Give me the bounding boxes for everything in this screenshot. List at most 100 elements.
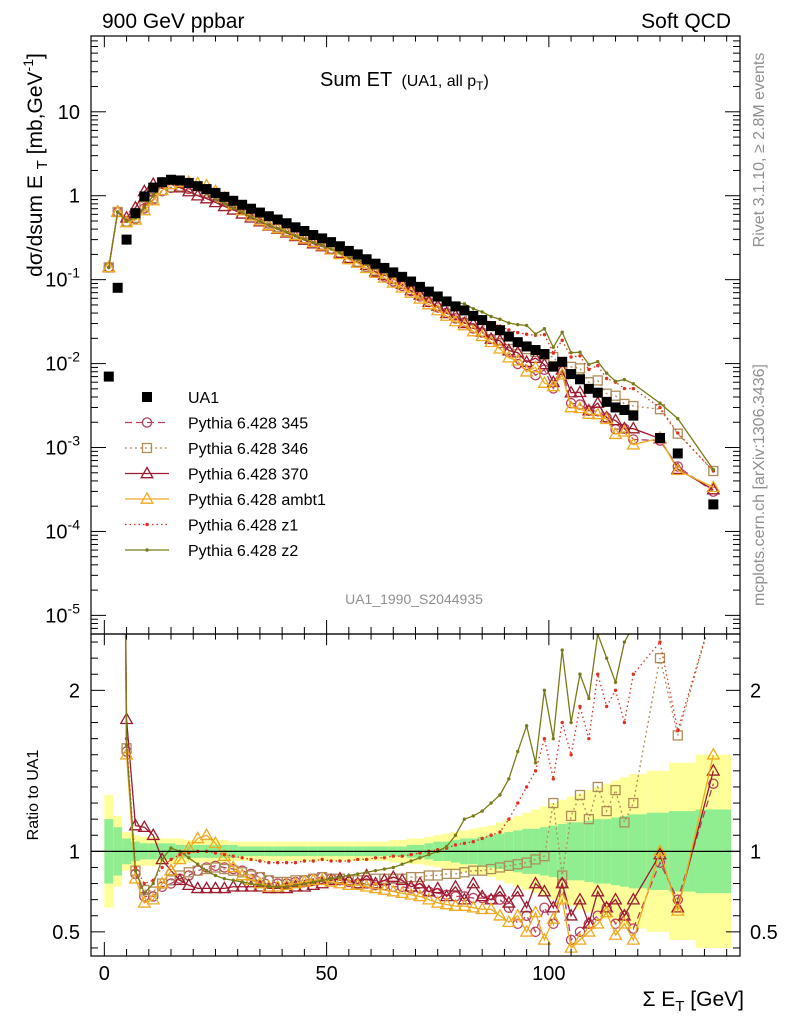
y-tick-label: 10-2 [45,349,80,376]
ratio-point-p370 [501,895,516,908]
ratio-point-z1 [178,852,182,857]
ratio-point-ambt1 [475,901,490,915]
point-p370 [457,316,472,329]
point-data [201,184,212,195]
ratio-point-ambt1 [235,868,250,881]
ratio-point-z2 [542,688,547,693]
xlabel-part: Σ E [642,988,675,1011]
point-z2 [284,230,289,235]
ratio-point-z1 [551,777,556,781]
point-z2 [613,379,618,384]
ratio-point-p370 [528,876,543,889]
ratio-point-z2 [293,883,298,887]
point-data [352,249,363,260]
x-tick-label: 0 [99,963,110,985]
point-z2 [533,332,538,336]
ratio-point-z1 [542,736,547,741]
main-panel-series [101,174,721,510]
point-data [228,195,239,206]
ratio-point-p370 [208,881,223,894]
y-tick-label: 1 [69,186,80,208]
point-data [610,402,621,413]
point-z1 [524,332,529,336]
ylabel-superscript: -1 [20,59,36,72]
point-data [566,369,577,380]
point-z2 [507,321,511,325]
ratio-point-p370 [617,908,632,921]
ratio-tick-label-right: 2 [750,680,761,702]
point-ambt1 [466,324,481,337]
ratio-point-z2 [587,696,591,701]
ratio-point-z2 [169,846,173,850]
ratio-series-z1 [124,634,707,886]
legend-entry-z1: Pythia 6.428 z1 [125,518,298,535]
point-z2 [142,205,147,210]
point-ambt1 [475,329,490,342]
ratio-point-z1 [533,769,538,773]
point-z1 [560,338,564,343]
y-tick-label-exponent: -4 [68,516,81,532]
ratio-panel-series [119,634,721,953]
ratio-point-p370 [555,876,570,889]
point-data [299,225,310,236]
point-p370 [608,413,623,426]
point-data [574,374,585,385]
legend-label-data: UA1 [188,390,219,407]
ratio-point-p370 [190,881,205,894]
ratio-point-p346 [583,814,595,825]
point-data [334,241,345,252]
ratio-point-z2 [275,885,280,889]
ratio-point-z1 [524,785,529,789]
point-ambt1 [493,341,507,354]
legend-entry-p345: Pythia 6.428 345 [125,416,308,433]
point-z1 [551,351,556,355]
point-p370 [181,184,196,197]
ratio-point-p370 [181,877,196,891]
point-z1 [507,328,511,332]
ratio-point-ambt1 [217,848,232,862]
point-z2 [302,237,307,241]
point-ambt1 [341,252,356,265]
ratio-point-ambt1 [199,827,214,841]
point-p370 [377,267,392,281]
ratio-point-p370 [386,869,401,882]
point-ambt1 [101,260,116,273]
point-data [370,258,381,269]
ratio-point-z2 [151,881,155,886]
point-z2 [107,265,111,270]
ratio-point-p370 [457,892,472,905]
ratio-point-p346 [654,653,666,664]
ratio-point-p370 [653,847,667,860]
ratio-point-p370 [581,916,596,929]
ratio-point-z2 [471,814,475,818]
point-z1 [658,405,662,410]
ratio-point-z2 [311,880,315,884]
point-z2 [275,226,280,231]
y-tick-label-exponent: -1 [68,265,81,281]
point-ambt1 [413,291,427,304]
point-data [397,271,408,282]
ratio-point-z2 [284,885,289,889]
title-sub-text: (UA1, all p [401,73,476,90]
ratio-point-z2 [160,857,164,862]
ratio-point-z1 [364,857,369,862]
ratio-point-z2 [427,852,431,857]
point-ambt1 [457,318,472,331]
ratio-point-z1 [516,801,520,805]
ratio-point-ambt1 [208,835,223,849]
point-z2 [676,416,680,421]
ratio-point-z1 [400,854,404,858]
point-z2 [267,223,271,227]
ratio-point-ambt1 [137,895,152,908]
point-data [192,181,203,192]
ratio-point-ambt1 [359,879,374,892]
ratio-point-p370 [395,873,410,886]
point-ambt1 [706,479,721,493]
point-z1 [604,376,609,381]
ratio-point-p345 [521,910,532,922]
ratio-point-z2 [578,672,582,676]
ratio-point-z2 [516,749,520,754]
ratio-point-ambt1 [270,879,285,892]
point-data [654,432,665,443]
point-data [708,499,719,510]
